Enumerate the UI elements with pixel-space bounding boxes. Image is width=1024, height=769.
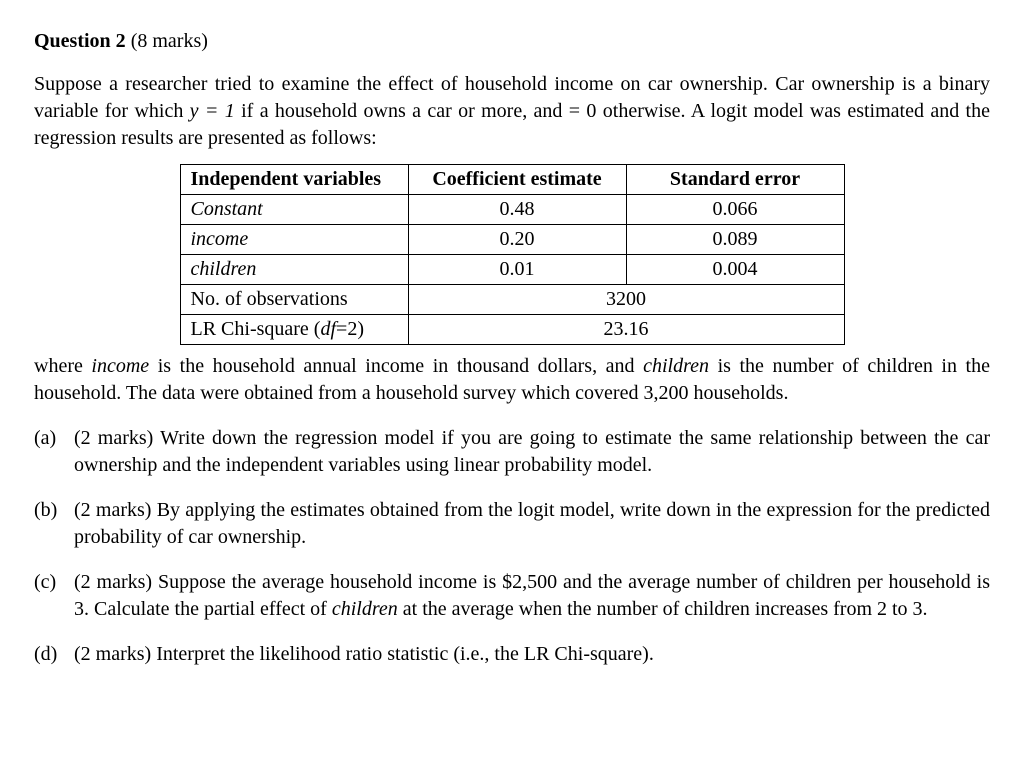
cell-var: income — [180, 225, 408, 255]
header-se: Standard error — [626, 165, 844, 195]
table-foot-row: LR Chi-square (df=2) 23.16 — [180, 315, 844, 345]
cell-var: Constant — [180, 195, 408, 225]
foot-label: LR Chi-square (df=2) — [180, 315, 408, 345]
part-body: (2 marks) Interpret the likelihood ratio… — [74, 641, 990, 668]
table-foot-row: No. of observations 3200 — [180, 285, 844, 315]
table-row: Constant 0.48 0.066 — [180, 195, 844, 225]
subquestion-b: (b) (2 marks) By applying the estimates … — [34, 497, 990, 551]
table-header-row: Independent variables Coefficient estima… — [180, 165, 844, 195]
subquestion-a: (a) (2 marks) Write down the regression … — [34, 425, 990, 479]
part-body: (2 marks) Suppose the average household … — [74, 569, 990, 623]
subquestions-list: (a) (2 marks) Write down the regression … — [34, 425, 990, 668]
part-marks: (2 marks) — [74, 499, 151, 521]
regression-table: Independent variables Coefficient estima… — [180, 164, 845, 345]
question-number: Question 2 — [34, 30, 126, 52]
question-marks: (8 marks) — [131, 30, 208, 52]
subquestion-d: (d) (2 marks) Interpret the likelihood r… — [34, 641, 990, 668]
foot-label: No. of observations — [180, 285, 408, 315]
part-label: (a) — [34, 425, 74, 479]
header-var: Independent variables — [180, 165, 408, 195]
part-marks: (2 marks) — [74, 427, 153, 449]
cell-coef: 0.01 — [408, 255, 626, 285]
cell-coef: 0.48 — [408, 195, 626, 225]
question-intro: Suppose a researcher tried to examine th… — [34, 71, 990, 152]
part-label: (c) — [34, 569, 74, 623]
cell-se: 0.066 — [626, 195, 844, 225]
term-children: children — [332, 598, 398, 620]
cell-se: 0.004 — [626, 255, 844, 285]
term-children: children — [643, 355, 709, 377]
part-label: (b) — [34, 497, 74, 551]
part-marks: (2 marks) — [74, 643, 151, 665]
part-body: (2 marks) By applying the estimates obta… — [74, 497, 990, 551]
term-income: income — [91, 355, 149, 377]
cell-coef: 0.20 — [408, 225, 626, 255]
header-coef: Coefficient estimate — [408, 165, 626, 195]
table-row: children 0.01 0.004 — [180, 255, 844, 285]
foot-value: 23.16 — [408, 315, 844, 345]
cell-var: children — [180, 255, 408, 285]
intro-y-eq: y = 1 — [190, 100, 235, 122]
part-label: (d) — [34, 641, 74, 668]
post-table-paragraph: where income is the household annual inc… — [34, 353, 990, 407]
part-body: (2 marks) Write down the regression mode… — [74, 425, 990, 479]
table-row: income 0.20 0.089 — [180, 225, 844, 255]
foot-value: 3200 — [408, 285, 844, 315]
question-heading: Question 2 (8 marks) — [34, 28, 990, 55]
cell-se: 0.089 — [626, 225, 844, 255]
part-marks: (2 marks) — [74, 571, 152, 593]
subquestion-c: (c) (2 marks) Suppose the average househ… — [34, 569, 990, 623]
